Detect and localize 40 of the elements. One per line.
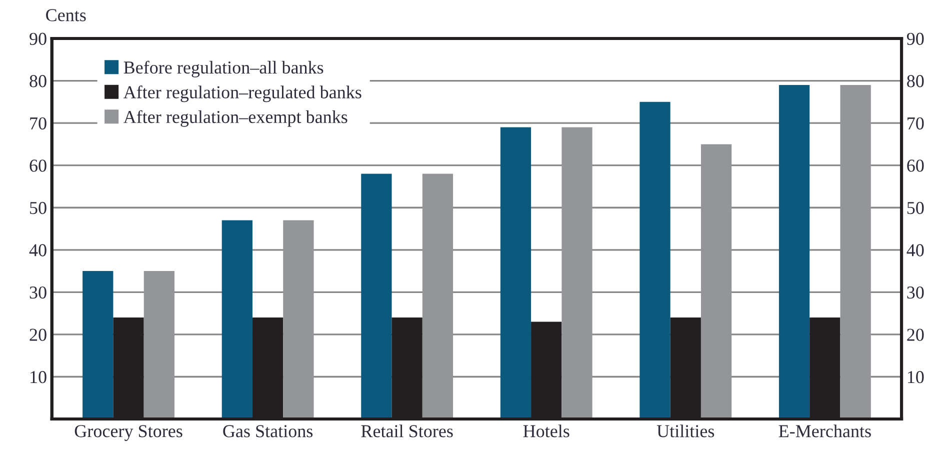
- bar: [500, 127, 532, 420]
- bar: [144, 271, 174, 420]
- y2-tick-label: 40: [906, 244, 924, 256]
- bar: [778, 85, 810, 420]
- x-tick-label: E-Merchants: [778, 424, 871, 438]
- bar: [640, 102, 670, 420]
- bar: [82, 271, 114, 420]
- y-tick-label: 40: [29, 244, 46, 256]
- y2-tick-label: 50: [907, 202, 924, 214]
- y-tick-label: 80: [30, 75, 46, 88]
- y2-tick-label: 80: [907, 75, 924, 88]
- y-tick-label: 70: [30, 117, 46, 130]
- y-tick-label: 90: [30, 32, 46, 45]
- y2-tick-label: 70: [908, 117, 924, 130]
- bar: [422, 174, 454, 420]
- y-tick-label: 60: [30, 160, 46, 172]
- bar: [222, 220, 252, 420]
- y2-tick-label: 60: [907, 160, 924, 172]
- bar: [283, 220, 314, 420]
- bar: [562, 127, 592, 420]
- legend-label: After regulation–regulated banks: [123, 85, 362, 102]
- bar: [840, 85, 871, 420]
- y2-tick-label: 30: [907, 286, 924, 299]
- y2-tick-label: 90: [906, 32, 924, 45]
- y-tick-label: 50: [30, 202, 46, 214]
- bar: [361, 174, 392, 420]
- y2-tick-label: 20: [907, 328, 924, 341]
- bar: [700, 144, 732, 420]
- y-tick-label: 10: [30, 371, 46, 384]
- x-tick-label: Hotels: [523, 424, 570, 438]
- x-tick-label: Gas Stations: [223, 425, 313, 438]
- legend-label: After regulation–exempt banks: [123, 110, 348, 127]
- x-tick-label: Utilities: [656, 424, 714, 438]
- x-tick-label: Grocery Stores: [74, 425, 182, 441]
- legend-label: Before regulation–all banks: [124, 60, 324, 78]
- y-tick-label: 20: [30, 328, 46, 341]
- y-axis-title: Cents: [46, 9, 86, 22]
- y-tick-label: 30: [30, 286, 46, 299]
- x-tick-label: Retail Stores: [361, 424, 453, 438]
- y2-tick-label: 10: [908, 371, 924, 384]
